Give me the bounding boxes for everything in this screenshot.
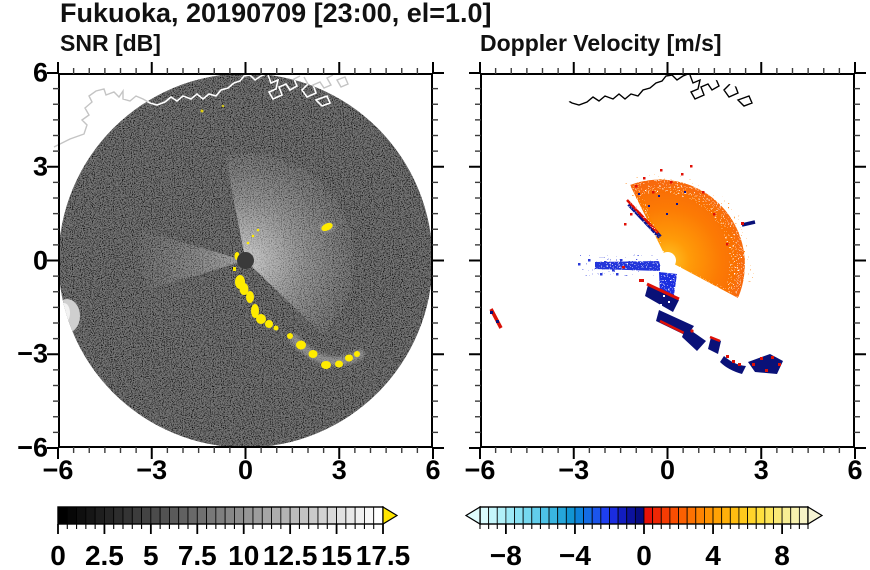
scattered-doppler-echoes [489, 220, 783, 374]
velocity-flecks [624, 165, 729, 246]
x-tick-label: 3 [331, 455, 347, 485]
colorbar-overflow-arrow [807, 505, 824, 526]
y-tick-label: 6 [32, 57, 48, 88]
y-tick-label: 3 [32, 151, 48, 182]
colorbar-tick-label: 10 [228, 540, 260, 570]
outbound-velocity-fan [622, 173, 755, 298]
x-tick-label: 0 [237, 455, 254, 485]
y-tick-label: −6 [17, 432, 48, 463]
snr-panel-title: SNR [dB] [60, 30, 161, 56]
x-tick-label: 0 [659, 455, 676, 485]
x-tick-label: 6 [425, 455, 441, 485]
colorbar-tick-label: −8 [489, 540, 522, 570]
isolated-echo [741, 220, 756, 227]
velocity-colorbar [464, 505, 824, 534]
nw-couplet [626, 199, 662, 239]
colorbar-tick-label: 8 [774, 540, 790, 570]
colorbar-tick-label: 17.5 [355, 540, 411, 570]
snr-axes-frame [47, 62, 444, 459]
radar-center-hole [659, 252, 676, 269]
radar-center [237, 252, 254, 269]
colorbar-tick-label: 7.5 [177, 540, 217, 570]
velocity-axes-frame [469, 62, 866, 459]
colorbar-tick-label: 0 [50, 540, 66, 570]
x-tick-label: −6 [42, 455, 74, 485]
snr-colorbar [57, 505, 399, 534]
colorbar-tick-label: 2.5 [84, 540, 124, 570]
x-tick-label: −3 [558, 455, 590, 485]
figure-title: Fukuoka, 20190709 [23:00, el=1.0] [60, 0, 492, 28]
x-tick-label: 6 [847, 455, 863, 485]
y-tick-label: −3 [17, 338, 48, 369]
x-tick-label: −6 [464, 455, 496, 485]
x-tick-label: 3 [753, 455, 769, 485]
saturated-echoes [200, 104, 360, 369]
velocity-ppi-image [480, 73, 783, 374]
colorbar-tick-label: 12.5 [262, 540, 318, 570]
colorbar-tick-label: 5 [143, 540, 159, 570]
colorbar-tick-label: 0 [636, 540, 652, 570]
inbound-band [578, 254, 662, 276]
colorbar-underflow-arrow [464, 505, 481, 526]
snr-ppi-panel [47, 62, 444, 459]
velocity-panel-title: Doppler Velocity [m/s] [480, 30, 722, 56]
south-aliased-bands [639, 279, 706, 351]
y-tick-label: 0 [32, 245, 48, 275]
velocity-ppi-panel [469, 62, 866, 459]
colorbar-tick-label: 4 [705, 540, 721, 570]
colorbar-tick-label: 15 [320, 540, 353, 570]
colorbar-tick-label: −4 [558, 540, 591, 570]
snr-ppi-image [53, 73, 433, 448]
x-tick-label: −3 [136, 455, 168, 485]
colorbar-overflow-arrow [382, 505, 399, 526]
